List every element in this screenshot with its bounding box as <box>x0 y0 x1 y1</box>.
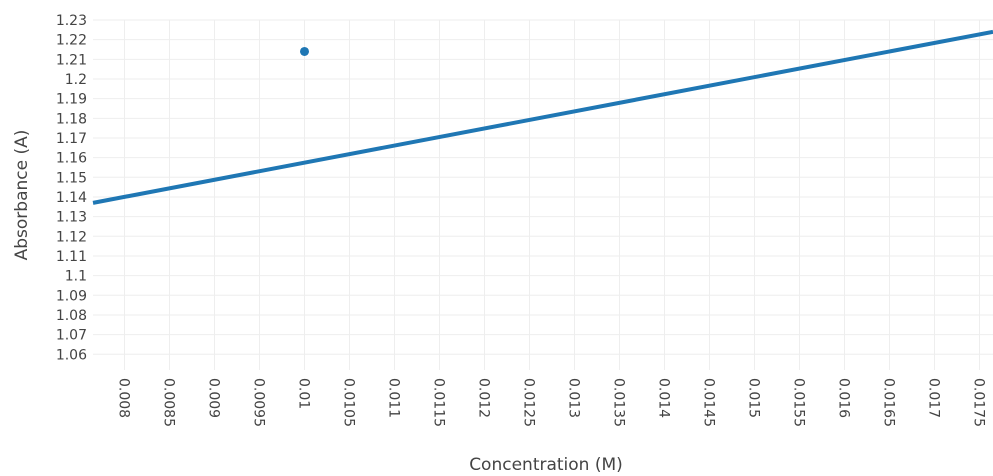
y-tick-label: 1.2 <box>65 72 87 88</box>
y-axis-ticks: 1.06 1.07 1.08 1.09 1.1 1.11 1.12 1.13 1.14 1.15 1… <box>56 13 87 363</box>
data-point <box>300 46 309 56</box>
y-tick-label: 1.08 <box>56 308 87 324</box>
x-tick-label: 0.017 <box>926 378 942 418</box>
y-tick-label: 1.21 <box>56 52 87 68</box>
y-tick-label: 1.11 <box>56 249 87 265</box>
y-tick-label: 1.17 <box>56 131 87 147</box>
x-tick-label: 0.013 <box>566 378 582 418</box>
x-tick-label: 0.0145 <box>701 378 717 427</box>
x-tick-label: 0.0095 <box>251 378 267 427</box>
x-axis-ticks: 0.008 0.0085 0.009 0.0095 0.01 0.0105 0.011 0.0… <box>116 378 987 427</box>
x-tick-label: 0.008 <box>116 378 132 418</box>
y-tick-label: 1.15 <box>56 170 87 186</box>
y-tick-label: 1.06 <box>56 347 87 363</box>
y-tick-label: 1.12 <box>56 229 87 245</box>
x-tick-label: 0.012 <box>476 378 492 418</box>
y-axis-title: Absorbance (A) <box>12 130 32 261</box>
y-tick-label: 1.07 <box>56 328 87 344</box>
plot-area <box>92 29 993 205</box>
x-tick-label: 0.0115 <box>431 378 447 427</box>
x-tick-label: 0.0165 <box>881 378 897 427</box>
y-tick-label: 1.16 <box>56 151 87 167</box>
x-tick-label: 0.0125 <box>521 378 537 427</box>
x-tick-label: 0.015 <box>746 378 762 418</box>
x-tick-label: 0.0135 <box>611 378 627 427</box>
grid <box>93 19 993 370</box>
x-tick-label: 0.0155 <box>791 378 807 427</box>
x-tick-label: 0.011 <box>386 378 402 418</box>
y-tick-label: 1.13 <box>56 210 87 226</box>
x-tick-label: 0.009 <box>206 378 222 418</box>
x-tick-label: 0.01 <box>296 378 312 409</box>
x-tick-label: 0.0175 <box>971 378 987 427</box>
x-tick-label: 0.0105 <box>341 378 357 427</box>
y-tick-label: 1.18 <box>56 111 87 127</box>
x-axis-title: Concentration (M) <box>469 455 623 475</box>
x-tick-label: 0.0085 <box>161 378 177 427</box>
y-tick-label: 1.19 <box>56 92 87 108</box>
y-tick-label: 1.23 <box>56 13 87 29</box>
y-tick-label: 1.09 <box>56 288 87 304</box>
x-tick-label: 0.014 <box>656 378 672 418</box>
y-tick-label: 1.22 <box>56 33 87 49</box>
y-tick-label: 1.14 <box>56 190 87 206</box>
y-tick-label: 1.1 <box>65 269 87 285</box>
x-tick-label: 0.016 <box>836 378 852 418</box>
fit-line <box>92 29 993 205</box>
